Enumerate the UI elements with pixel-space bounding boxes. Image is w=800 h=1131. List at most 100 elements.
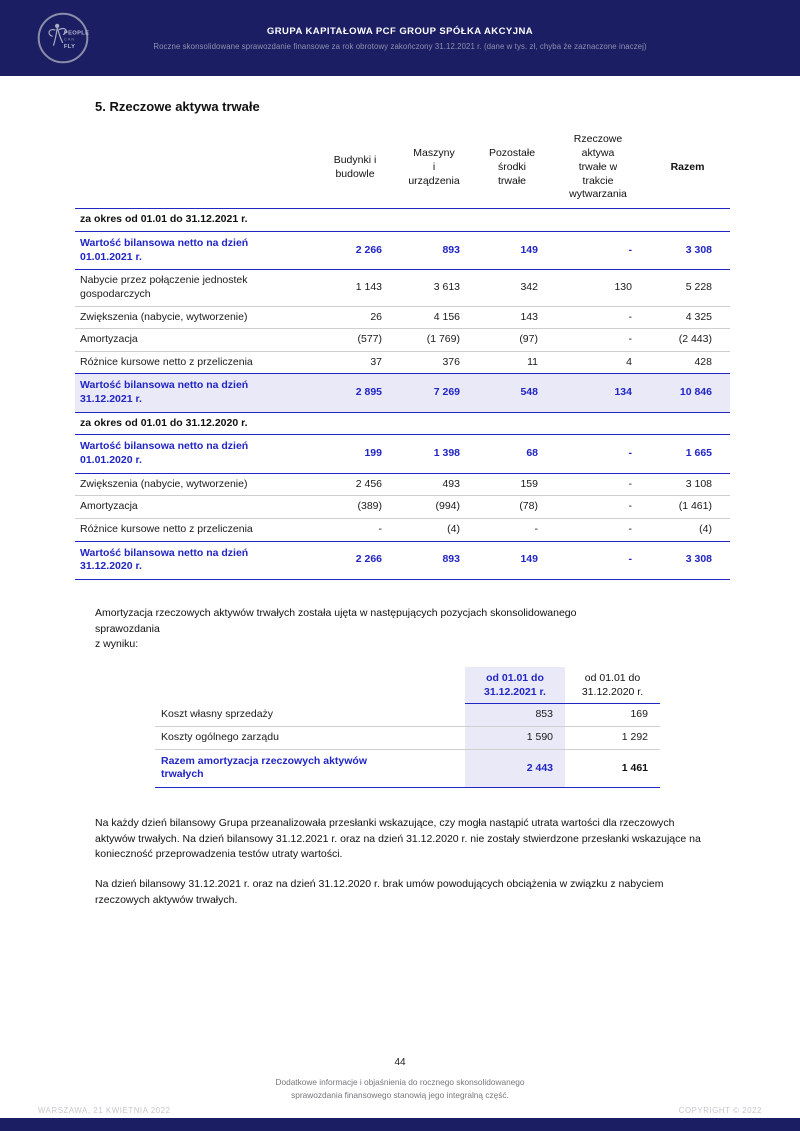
corner-cell: [155, 667, 465, 704]
cell: 149: [473, 541, 551, 580]
col-header-period-2021: od 01.01 do 31.12.2021 r.: [465, 667, 565, 705]
cell: 2 266: [315, 231, 395, 271]
cell: 134: [551, 373, 645, 413]
row-label: Wartość bilansowa netto na dzień 01.01.2…: [75, 231, 315, 271]
fixed-assets-movement-table: Budynki i budowle Maszyny i urządzenia P…: [75, 127, 730, 580]
cell: 3 308: [645, 541, 730, 580]
footer-note: Dodatkowe informacje i objaśnienia do ro…: [275, 1077, 525, 1100]
table-row: Nabycie przez połączenie jednostek gospo…: [75, 269, 730, 307]
logo-circle: [37, 12, 89, 64]
row-label: Wartość bilansowa netto na dzień 31.12.2…: [75, 541, 315, 580]
cell: (577): [315, 328, 395, 352]
cell: (97): [473, 328, 551, 352]
section-title: 5. Rzeczowe aktywa trwałe: [95, 99, 260, 114]
table-row: Razem amortyzacja rzeczowych aktywów trw…: [155, 749, 660, 788]
cell: 2 443: [465, 749, 565, 788]
cell: 2 266: [315, 541, 395, 580]
table-row: Wartość bilansowa netto na dzień 31.12.2…: [75, 373, 730, 413]
cell: 7 269: [395, 373, 473, 413]
cell: -: [473, 518, 551, 542]
table-row: Wartość bilansowa netto na dzień 01.01.2…: [75, 434, 730, 474]
cell: -: [551, 518, 645, 542]
footer-copyright: COPYRIGHT © 2022: [678, 1106, 762, 1115]
cell: 548: [473, 373, 551, 413]
logo-text-people: PEOPLE: [64, 30, 90, 36]
report-header: PEOPLE CAN FLY GRUPA KAPITAŁOWA PCF GROU…: [0, 0, 800, 76]
table-row: Amortyzacja (577) (1 769) (97) - (2 443): [75, 328, 730, 352]
angel-figure-icon: [48, 23, 67, 46]
cell: (389): [315, 495, 395, 519]
table-row: Koszt własny sprzedaży 853 169: [155, 703, 660, 728]
table-row: Zwiększenia (nabycie, wytworzenie) 26 4 15…: [75, 306, 730, 330]
table-row: Wartość bilansowa netto na dzień 01.01.2…: [75, 231, 730, 271]
row-label: Amortyzacja: [75, 495, 315, 519]
row-label: Różnice kursowe netto z przeliczenia: [75, 518, 315, 542]
cell: 4 325: [645, 306, 730, 330]
cell: 1 292: [565, 726, 660, 750]
cell: -: [551, 473, 645, 497]
cell: 493: [395, 473, 473, 497]
cell: 428: [645, 351, 730, 375]
table-row: Wartość bilansowa netto na dzień 31.12.2…: [75, 541, 730, 580]
cell: 4 156: [395, 306, 473, 330]
column-header-row: od 01.01 do 31.12.2021 r. od 01.01 do 31…: [155, 667, 660, 705]
row-label: Nabycie przez połączenie jednostek gospo…: [75, 269, 315, 307]
cell: 853: [465, 703, 565, 728]
cell: 3 108: [645, 473, 730, 497]
row-label: Wartość bilansowa netto na dzień 31.12.2…: [75, 373, 315, 413]
cell: (1 461): [645, 495, 730, 519]
cell: 3 308: [645, 231, 730, 271]
cell: (4): [395, 518, 473, 542]
period-header-row: za okres od 01.01 do 31.12.2020 r.: [75, 412, 730, 436]
cell: (2 443): [645, 328, 730, 352]
cell: 159: [473, 473, 551, 497]
footer-meta: WARSZAWA, 21 KWIETNIA 2022 COPYRIGHT © 2…: [38, 1106, 762, 1115]
cell: -: [551, 328, 645, 352]
cell: 2 456: [315, 473, 395, 497]
row-label: Koszt własny sprzedaży: [155, 703, 465, 728]
cell: 199: [315, 434, 395, 474]
cell: 2 895: [315, 373, 395, 413]
cell: (1 769): [395, 328, 473, 352]
col-header-buildings: Budynki i budowle: [315, 127, 395, 210]
row-label: Koszty ogólnego zarządu: [155, 726, 465, 750]
corner-cell: [75, 127, 315, 210]
cell: -: [551, 306, 645, 330]
table-row: Amortyzacja (389) (994) (78) - (1 461): [75, 495, 730, 519]
footer-bar: [0, 1118, 800, 1131]
paragraph-amortization-intro: Amortyzacja rzeczowych aktywów trwałych …: [95, 606, 577, 651]
cell: -: [315, 518, 395, 542]
people-can-fly-logo: PEOPLE CAN FLY: [36, 11, 90, 65]
row-label: Zwiększenia (nabycie, wytworzenie): [75, 473, 315, 497]
row-label: Różnice kursowe netto z przeliczenia: [75, 351, 315, 375]
cell: 1 461: [565, 749, 660, 788]
period-label: za okres od 01.01 do 31.12.2020 r.: [75, 412, 730, 436]
cell: (994): [395, 495, 473, 519]
cell: 3 613: [395, 269, 473, 307]
company-title: GRUPA KAPITAŁOWA PCF GROUP SPÓŁKA AKCYJN…: [266, 25, 534, 37]
amortization-allocation-table: od 01.01 do 31.12.2021 r. od 01.01 do 31…: [155, 667, 660, 788]
cell: 130: [551, 269, 645, 307]
cell: 342: [473, 269, 551, 307]
cell: 5 228: [645, 269, 730, 307]
paragraph-commitments: Na dzień bilansowy 31.12.2021 r. oraz na…: [95, 878, 664, 906]
cell: -: [551, 434, 645, 474]
cell: 1 398: [395, 434, 473, 474]
logo-text-fly: FLY: [64, 44, 75, 50]
row-label: Wartość bilansowa netto na dzień 01.01.2…: [75, 434, 315, 474]
col-header-other: Pozostałe środki trwałe: [473, 127, 551, 210]
row-label: Zwiększenia (nabycie, wytworzenie): [75, 306, 315, 330]
cell: 26: [315, 306, 395, 330]
col-header-period-2020: od 01.01 do 31.12.2020 r.: [565, 667, 660, 705]
cell: 1 143: [315, 269, 395, 307]
page-number: 44: [394, 1057, 406, 1068]
cell: 1 665: [645, 434, 730, 474]
cell: 143: [473, 306, 551, 330]
cell: 376: [395, 351, 473, 375]
cell: -: [551, 495, 645, 519]
cell: 893: [395, 231, 473, 271]
period-header-row: za okres od 01.01 do 31.12.2021 r.: [75, 208, 730, 232]
row-label: Amortyzacja: [75, 328, 315, 352]
cell: 169: [565, 703, 660, 728]
